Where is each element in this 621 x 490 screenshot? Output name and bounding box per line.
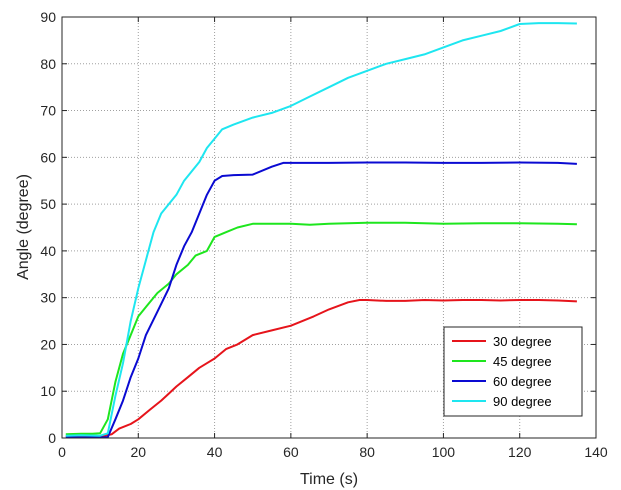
y-tick-label: 60 [40, 149, 56, 165]
y-tick-label: 20 [40, 336, 56, 352]
y-tick-label: 80 [40, 56, 56, 72]
x-tick-label: 80 [359, 444, 375, 460]
x-tick-label: 100 [432, 444, 456, 460]
legend: 30 degree 45 degree 60 degree 90 degree [444, 327, 582, 416]
x-tick-label: 120 [508, 444, 532, 460]
y-tick-label: 90 [40, 9, 56, 25]
x-tick-label: 60 [283, 444, 299, 460]
y-tick-label: 0 [48, 430, 56, 446]
y-tick-label: 30 [40, 290, 56, 306]
x-tick-label: 40 [207, 444, 223, 460]
x-tick-label: 0 [58, 444, 66, 460]
legend-label-3: 90 degree [493, 394, 552, 409]
legend-label-2: 60 degree [493, 374, 552, 389]
y-tick-label: 10 [40, 383, 56, 399]
y-tick-label: 40 [40, 243, 56, 259]
x-tick-label: 20 [130, 444, 146, 460]
y-tick-label: 70 [40, 103, 56, 119]
y-tick-label: 50 [40, 196, 56, 212]
x-axis-title: Time (s) [300, 471, 358, 488]
x-tick-label: 140 [584, 444, 608, 460]
legend-label-0: 30 degree [493, 334, 552, 349]
legend-label-1: 45 degree [493, 354, 552, 369]
y-axis-title: Angle (degree) [15, 174, 32, 280]
